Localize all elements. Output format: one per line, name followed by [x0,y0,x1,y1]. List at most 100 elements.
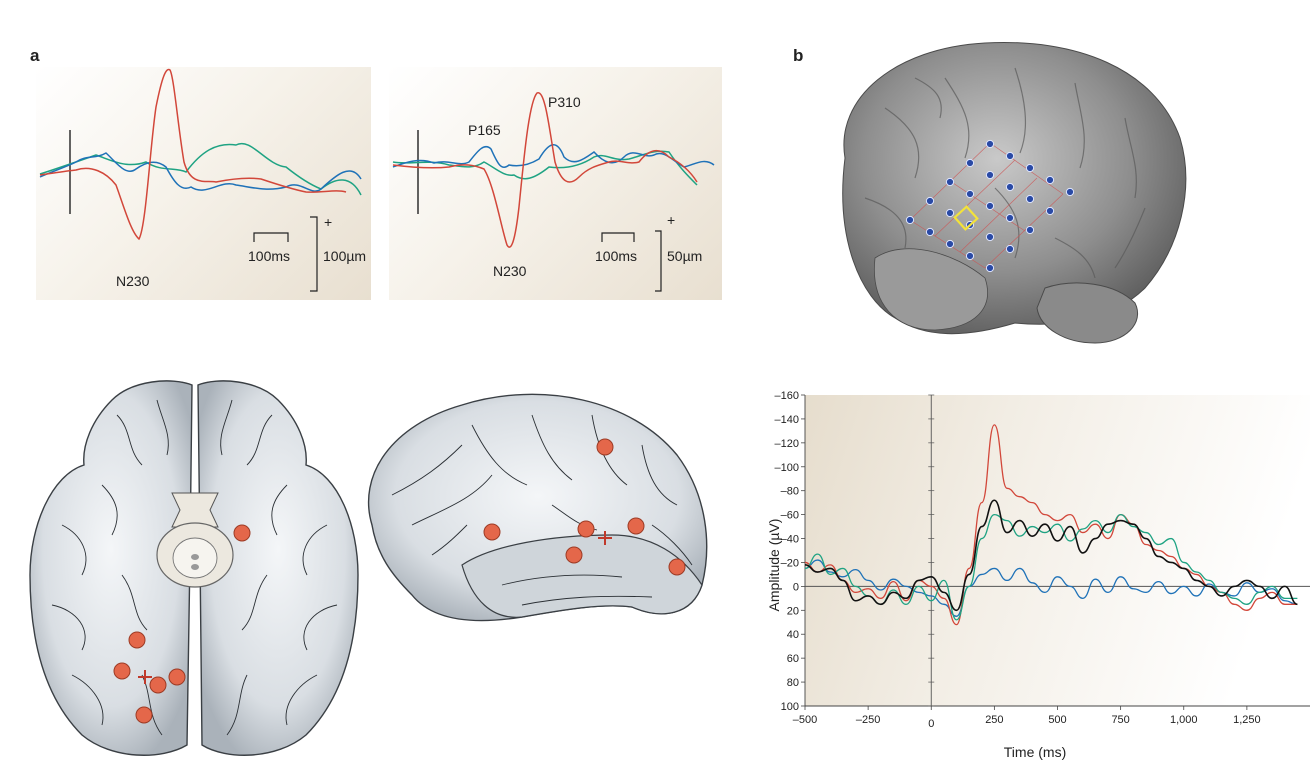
polarity-plus: + [324,214,332,230]
electrode-contact [1045,175,1055,185]
y-tick-label: 80 [787,677,799,689]
y-tick-label: –160 [775,390,799,402]
y-tick-label: –140 [775,414,799,426]
y-tick-label: –100 [775,462,799,474]
trace-green [39,142,362,196]
electrode-contact [945,177,955,187]
electrode-contact [1045,206,1055,216]
time-scale-bar [253,232,289,242]
brainstem-nucleus [191,564,199,570]
series-line-1 [804,424,1298,626]
ventral-brain-svg [29,380,359,756]
electrode-sites [113,524,251,724]
peak-label-p165: P165 [468,122,501,138]
electrode-contact [985,201,995,211]
panel-a-left-erp-plot: N230 100ms + 100µm [36,67,371,300]
brain-render-with-electrode-grid [815,38,1200,373]
electrode-contact [945,239,955,249]
electrode-contact [985,263,995,273]
x-tick-label: 0 [928,718,934,730]
electrode-contact [965,251,975,261]
left-hemisphere [29,380,193,756]
temporal-region [873,248,988,331]
y-axis-ticks: –160 –140 –120 –100 –80 –60 –40 –20 0 20 40 60 80 100 [775,390,935,713]
x-tick-label: 1,250 [1233,714,1261,726]
trace-red [39,68,347,241]
electrode-contact [945,208,955,218]
electrode-contact [905,215,915,225]
electrode-contact [1025,194,1035,204]
plot-area [805,395,1310,706]
trace-red [392,92,698,248]
electrode-contact [965,189,975,199]
x-axis-label: Time (ms) [1004,744,1066,760]
amplitude-time-chart: –160 –140 –120 –100 –80 –60 –40 –20 0 20 40 60 80 100… [755,385,1315,770]
electrode-contact [985,139,995,149]
electrode-contact [925,227,935,237]
trace-blue [39,152,362,192]
y-axis-label: Amplitude (µV) [766,519,782,612]
panel-a-right-erp-plot: P165 P310 N230 100ms + 50µm [389,67,722,300]
panel-a-letter: a [30,46,40,65]
right-hemisphere [197,380,359,756]
gyri-sulci-lines [391,414,693,606]
polarity-plus: + [667,212,675,228]
x-axis-ticks: –500 –250 0 250 500 750 1,000 1,250 [793,706,1261,730]
cerebellum [1036,282,1138,344]
series-lines [804,424,1298,626]
electrode-contact [1005,151,1015,161]
y-tick-label: –60 [781,510,799,522]
x-tick-label: 250 [985,714,1003,726]
y-tick-label: 20 [787,605,799,617]
peak-label-p310: P310 [548,94,581,110]
y-tick-label: 0 [793,581,799,593]
panel-b-letter: b [793,46,804,65]
peak-label-n230: N230 [493,263,527,279]
time-scale-label: 100ms [248,248,290,264]
electrode-contact [1025,163,1035,173]
gyri-sulci-lines [51,399,338,736]
electrode-contact [925,196,935,206]
x-tick-label: 500 [1048,714,1066,726]
amplitude-time-chart-svg: –160 –140 –120 –100 –80 –60 –40 –20 0 20 40 60 80 100… [766,390,1310,760]
ventral-brain-illustration [22,375,362,765]
electrode-contact [1005,182,1015,192]
brainstem-nucleus [191,554,199,560]
y-tick-label: –40 [781,534,799,546]
trace-green [392,150,698,186]
electrode-contact [985,170,995,180]
amplitude-scale-label: 100µm [323,248,366,264]
optic-chiasm [171,492,219,528]
brain-folds [864,67,1146,279]
peak-label-n230: N230 [116,273,150,289]
x-tick-label: –500 [793,714,817,726]
highlighted-electrode [953,205,979,231]
cross-marker [598,531,612,545]
electrode-sites [483,438,686,576]
amplitude-scale-bar [655,230,662,292]
x-tick-label: 1,000 [1170,714,1198,726]
lateral-brain-illustration [352,385,714,645]
electrode-contact [1025,225,1035,235]
time-scale-label: 100ms [595,248,637,264]
series-line-3 [804,499,1298,612]
y-tick-label: –120 [775,438,799,450]
electrode-contact [1065,187,1075,197]
time-scale-bar [601,232,635,242]
series-line-0 [804,559,1298,617]
electrode-contact [1005,244,1015,254]
panel-a-left-erp-svg: N230 100ms + 100µm [39,68,366,292]
x-tick-label: –250 [856,714,880,726]
y-tick-label: 100 [781,701,799,713]
y-tick-label: –20 [781,557,799,569]
amplitude-scale-bar [310,216,318,292]
cross-marker [138,670,152,684]
x-tick-label: 750 [1111,714,1129,726]
y-tick-label: 60 [787,653,799,665]
lateral-brain-svg [367,393,708,622]
brain-render-svg [842,41,1187,344]
electrode-contact [965,158,975,168]
electrode-contact [1005,213,1015,223]
y-tick-label: 40 [787,629,799,641]
electrode-contacts [905,139,1075,273]
